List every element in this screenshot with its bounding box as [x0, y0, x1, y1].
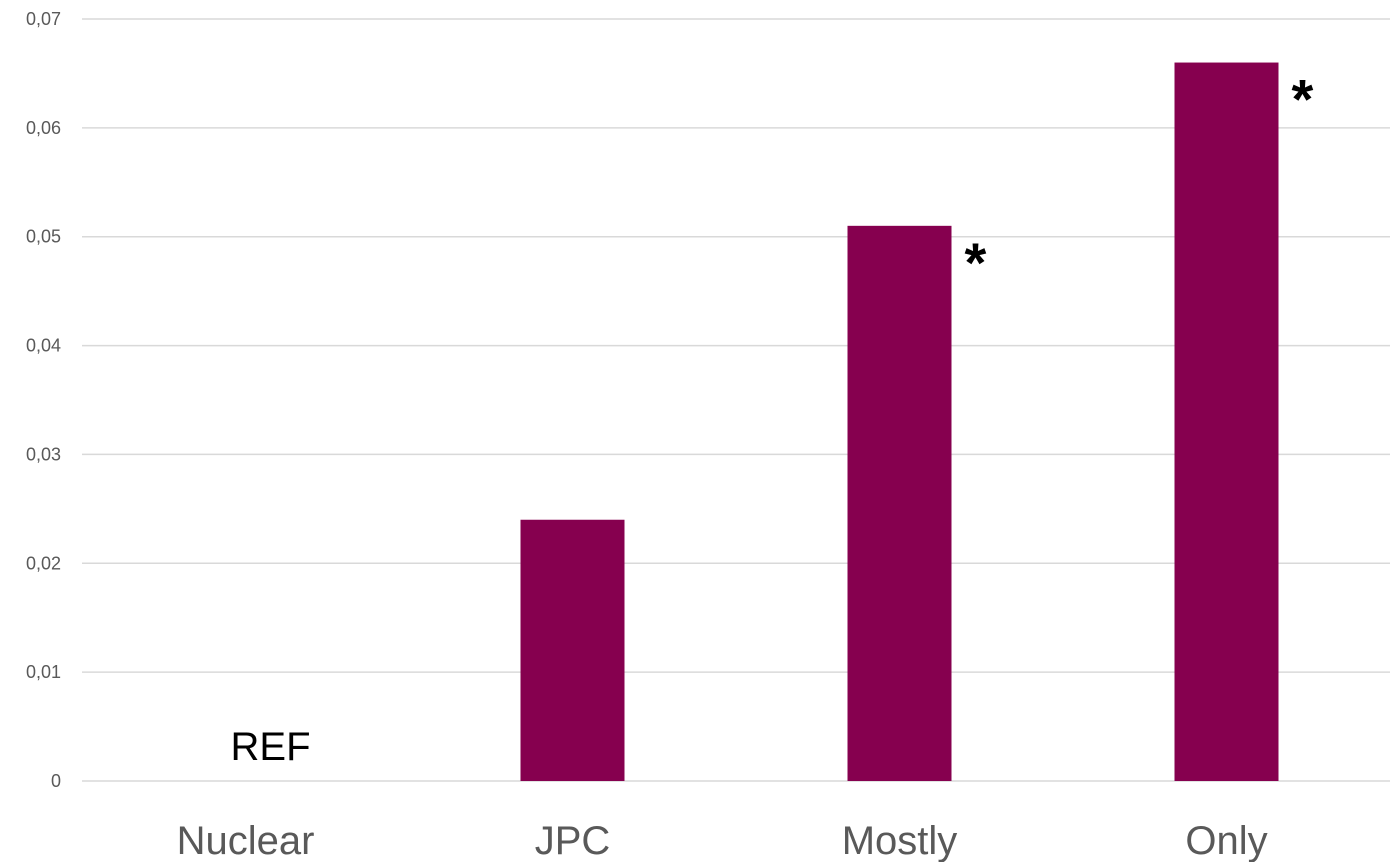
bar-only	[1174, 62, 1279, 782]
bar-jpc	[520, 519, 625, 781]
y-tick-label-6: 0,06	[26, 118, 61, 138]
x-tick-label-only: Only	[1185, 819, 1267, 862]
bars	[520, 62, 1279, 782]
y-tick-label-4: 0,04	[26, 336, 61, 356]
y-tick-label-0: 0	[51, 771, 61, 791]
annotations: REF * *	[231, 68, 1314, 769]
y-axis-tick-labels: 0 0,01 0,02 0,03 0,04 0,05 0,06 0,07	[26, 9, 61, 791]
significance-marker-mostly: *	[965, 231, 987, 294]
gridlines	[82, 18, 1390, 782]
x-axis-category-labels: Nuclear JPC Mostly Only	[177, 819, 1268, 862]
significance-marker-only: *	[1292, 68, 1314, 131]
y-tick-label-3: 0,03	[26, 444, 61, 464]
y-tick-label-7: 0,07	[26, 9, 61, 29]
y-tick-label-2: 0,02	[26, 553, 61, 573]
x-tick-label-jpc: JPC	[535, 819, 611, 862]
x-tick-label-nuclear: Nuclear	[177, 819, 315, 862]
y-tick-label-1: 0,01	[26, 662, 61, 682]
bar-mostly	[847, 225, 952, 782]
y-tick-label-5: 0,05	[26, 227, 61, 247]
x-tick-label-mostly: Mostly	[842, 819, 958, 862]
reference-label-nuclear: REF	[231, 725, 311, 769]
